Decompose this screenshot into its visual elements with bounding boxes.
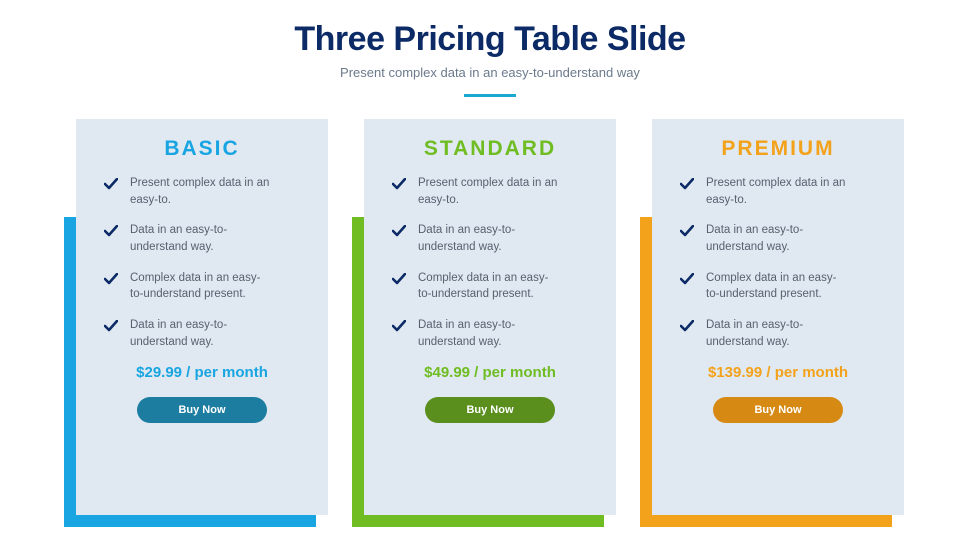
feature-text: Data in an easy-to-understand way. xyxy=(706,222,846,255)
feature-item: Present complex data in an easy-to. xyxy=(392,175,594,208)
plan-name: STANDARD xyxy=(386,137,594,161)
feature-item: Complex data in an easy-to-understand pr… xyxy=(392,270,594,303)
card-body: STANDARD Present complex data in an easy-… xyxy=(364,119,616,515)
check-icon xyxy=(392,319,406,337)
pricing-card-basic: BASIC Present complex data in an easy-to.… xyxy=(76,119,328,515)
check-icon xyxy=(104,319,118,337)
plan-name: PREMIUM xyxy=(674,137,882,161)
feature-text: Present complex data in an easy-to. xyxy=(418,175,558,208)
page-subtitle: Present complex data in an easy-to-under… xyxy=(0,65,980,80)
feature-list: Present complex data in an easy-to. Data … xyxy=(674,175,882,350)
check-icon xyxy=(680,272,694,290)
plan-price: $139.99 / per month xyxy=(674,364,882,381)
header: Three Pricing Table Slide Present comple… xyxy=(0,0,980,97)
feature-text: Present complex data in an easy-to. xyxy=(130,175,270,208)
check-icon xyxy=(392,272,406,290)
feature-list: Present complex data in an easy-to. Data … xyxy=(98,175,306,350)
check-icon xyxy=(680,177,694,195)
feature-item: Present complex data in an easy-to. xyxy=(104,175,306,208)
feature-text: Complex data in an easy-to-understand pr… xyxy=(706,270,846,303)
feature-text: Data in an easy-to-understand way. xyxy=(706,317,846,350)
feature-item: Data in an easy-to-understand way. xyxy=(104,317,306,350)
check-icon xyxy=(104,272,118,290)
feature-text: Complex data in an easy-to-understand pr… xyxy=(130,270,270,303)
check-icon xyxy=(680,319,694,337)
check-icon xyxy=(680,224,694,242)
feature-text: Complex data in an easy-to-understand pr… xyxy=(418,270,558,303)
check-icon xyxy=(392,224,406,242)
feature-item: Complex data in an easy-to-understand pr… xyxy=(104,270,306,303)
title-underline xyxy=(464,94,516,97)
feature-text: Data in an easy-to-understand way. xyxy=(418,317,558,350)
feature-list: Present complex data in an easy-to. Data … xyxy=(386,175,594,350)
buy-now-button-premium[interactable]: Buy Now xyxy=(713,397,843,423)
check-icon xyxy=(104,224,118,242)
plan-price: $29.99 / per month xyxy=(98,364,306,381)
feature-item: Data in an easy-to-understand way. xyxy=(392,222,594,255)
feature-item: Present complex data in an easy-to. xyxy=(680,175,882,208)
check-icon xyxy=(104,177,118,195)
feature-text: Data in an easy-to-understand way. xyxy=(130,222,270,255)
pricing-cards-row: BASIC Present complex data in an easy-to.… xyxy=(0,119,980,515)
buy-now-button-basic[interactable]: Buy Now xyxy=(137,397,267,423)
card-body: BASIC Present complex data in an easy-to.… xyxy=(76,119,328,515)
feature-text: Data in an easy-to-understand way. xyxy=(130,317,270,350)
feature-item: Data in an easy-to-understand way. xyxy=(392,317,594,350)
pricing-card-standard: STANDARD Present complex data in an easy-… xyxy=(364,119,616,515)
card-body: PREMIUM Present complex data in an easy-t… xyxy=(652,119,904,515)
feature-item: Data in an easy-to-understand way. xyxy=(680,317,882,350)
pricing-card-premium: PREMIUM Present complex data in an easy-t… xyxy=(652,119,904,515)
feature-item: Data in an easy-to-understand way. xyxy=(680,222,882,255)
buy-now-button-standard[interactable]: Buy Now xyxy=(425,397,555,423)
page-title: Three Pricing Table Slide xyxy=(0,20,980,59)
feature-item: Data in an easy-to-understand way. xyxy=(104,222,306,255)
plan-name: BASIC xyxy=(98,137,306,161)
check-icon xyxy=(392,177,406,195)
feature-text: Data in an easy-to-understand way. xyxy=(418,222,558,255)
plan-price: $49.99 / per month xyxy=(386,364,594,381)
feature-text: Present complex data in an easy-to. xyxy=(706,175,846,208)
feature-item: Complex data in an easy-to-understand pr… xyxy=(680,270,882,303)
